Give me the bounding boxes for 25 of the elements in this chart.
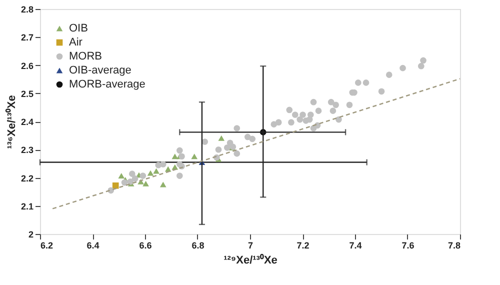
y-tick-label: 2.5	[20, 88, 34, 99]
legend-label: MORB	[69, 50, 102, 62]
x-tick-label: 7.2	[296, 240, 310, 250]
legend-label: MORB-average	[69, 78, 146, 90]
x-tick-label: 6.2	[40, 240, 54, 250]
y-tick-label: 2	[28, 230, 34, 240]
x-tick-label: 6.6	[139, 240, 152, 250]
x-tick-label: 7	[248, 240, 254, 250]
x-tick-label: 7.8	[448, 240, 460, 250]
y-tick-label: 2.2	[20, 173, 34, 184]
y-tick-label: 2.3	[20, 145, 34, 156]
x-tick-label: 6.8	[192, 240, 204, 250]
legend-label: OIB-average	[69, 64, 132, 76]
y-tick-label: 2.8	[20, 4, 34, 14]
y-tick-label: 2.6	[20, 60, 34, 71]
y-tick-label: 2.7	[20, 32, 34, 43]
x-axis-title: ¹²⁹Xe/¹³⁰Xe	[224, 254, 278, 266]
legend-label: OIB	[69, 22, 88, 34]
x-tick-label: 7.6	[402, 240, 414, 250]
y-axis-title: ¹³⁶Xe/¹³⁰Xe	[4, 95, 18, 149]
y-tick-label: 2.4	[20, 117, 34, 127]
legend-label: Air	[69, 36, 83, 48]
x-tick-label: 6.4	[86, 240, 100, 250]
y-tick-label: 2.1	[20, 201, 34, 212]
x-tick-label: 7.4	[349, 240, 362, 250]
